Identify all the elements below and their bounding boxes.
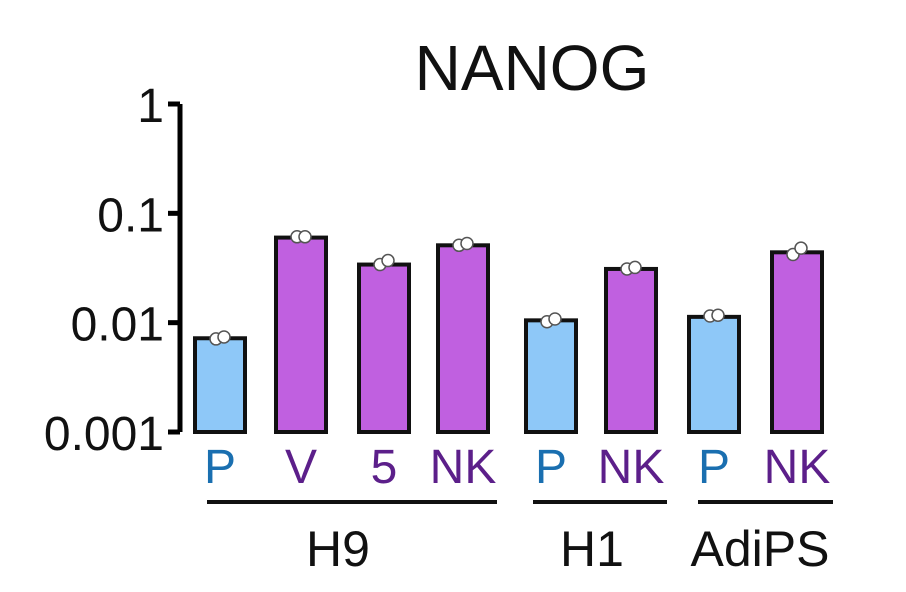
data-point xyxy=(217,330,231,344)
bar xyxy=(357,262,411,435)
data-point xyxy=(298,230,312,244)
data-point xyxy=(794,241,808,255)
bar xyxy=(770,250,824,434)
y-tick-label: 1 xyxy=(137,80,164,133)
chart-title: NANOG xyxy=(415,32,650,104)
data-point xyxy=(460,236,474,251)
x-tick-label: NK xyxy=(764,441,831,494)
bars xyxy=(193,235,824,435)
group-labels: H9 H1 AdiPS xyxy=(207,500,833,577)
data-points xyxy=(209,230,808,346)
bar xyxy=(274,235,328,434)
bar xyxy=(436,243,490,434)
bar xyxy=(193,336,247,434)
group-label: H9 xyxy=(306,521,370,577)
group-label: H1 xyxy=(560,521,624,577)
group-label: AdiPS xyxy=(691,521,830,577)
y-tick-label: 0.001 xyxy=(44,408,164,461)
x-tick-label: V xyxy=(285,441,317,494)
y-tick-label: 0.1 xyxy=(97,189,164,242)
x-tick-label: P xyxy=(535,441,567,494)
x-tick-label: NK xyxy=(430,441,497,494)
x-tick-label: P xyxy=(204,441,236,494)
x-tick-label: NK xyxy=(598,441,665,494)
bar xyxy=(604,266,658,434)
bar xyxy=(524,318,578,435)
y-axis: 1 0.1 0.01 0.001 xyxy=(44,80,183,461)
x-tick-label: P xyxy=(698,441,730,494)
y-tick-label: 0.01 xyxy=(71,299,164,352)
bar xyxy=(687,314,741,435)
data-point xyxy=(711,308,725,322)
data-point xyxy=(381,253,395,268)
x-tick-labels: P V 5 NK P NK P NK xyxy=(204,441,830,494)
x-tick-label: 5 xyxy=(371,441,398,494)
data-point xyxy=(628,260,642,275)
data-point xyxy=(548,312,562,326)
